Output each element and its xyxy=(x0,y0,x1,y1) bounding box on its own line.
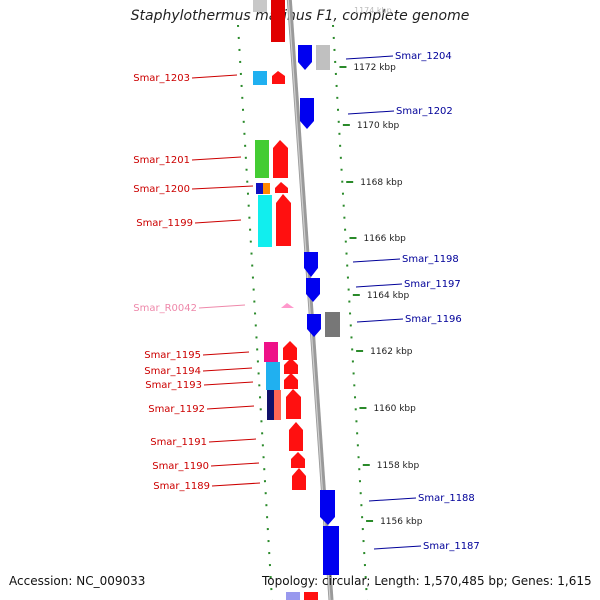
gene-label: Smar_1197 xyxy=(404,279,461,290)
gene-label: Smar_1189 xyxy=(153,481,210,492)
gene-label: Smar_1201 xyxy=(133,155,190,166)
gene-smar-1200-cog-a xyxy=(256,183,263,194)
gene-label: Smar_R0042 xyxy=(133,303,197,314)
gene-smar-1196 xyxy=(307,314,321,337)
map-title: Staphylothermus marinus F1, complete gen… xyxy=(130,8,470,24)
right-outer-dotted-guide xyxy=(332,24,368,600)
gene-label: Smar_1198 xyxy=(402,254,459,265)
gene-smar-1194-cog xyxy=(266,362,280,390)
gene-label: Smar_1203 xyxy=(133,73,190,84)
gene-bottom-clipped-red xyxy=(304,592,318,600)
gene-label: Smar_1192 xyxy=(148,404,205,415)
tick-label: 1166 kbp xyxy=(363,234,406,244)
gene-bottom-clipped-blue xyxy=(286,592,300,600)
label-leader-line xyxy=(198,304,246,309)
gene-label: Smar_1194 xyxy=(144,366,201,377)
label-leader-line xyxy=(191,74,238,79)
label-leader-line xyxy=(347,110,395,115)
label-leader-line xyxy=(373,545,422,550)
gene-label: Smar_1188 xyxy=(418,493,475,504)
gene-smar-1201-cog xyxy=(255,140,269,178)
left-outer-dotted-guide xyxy=(237,24,273,600)
label-leader-line xyxy=(191,185,254,190)
label-leader-line xyxy=(202,351,250,356)
gene-smar-1196-cog xyxy=(325,312,340,337)
label-leader-line xyxy=(368,497,417,502)
label-leader-line xyxy=(211,482,261,487)
gene-label: Smar_1193 xyxy=(145,380,202,391)
gene-smar-1189 xyxy=(292,468,306,490)
gene-label: Smar_1187 xyxy=(423,541,480,552)
tick-label: 1162 kbp xyxy=(370,347,413,357)
tick-layer: 1172 kbp 1170 kbp 1168 kbp 1166 kbp 1164 kbp… xyxy=(339,63,423,527)
gene-smar-1192 xyxy=(286,389,301,419)
gene-smar-1195 xyxy=(283,341,297,360)
gene-top-clipped-gray xyxy=(253,0,267,12)
tick-label: 1168 kbp xyxy=(360,178,403,188)
label-leader-line xyxy=(356,318,404,323)
label-leader-line xyxy=(352,258,401,263)
label-leader-line xyxy=(191,156,242,161)
tick-label: 1160 kbp xyxy=(373,404,416,414)
gene-label: Smar_1202 xyxy=(396,106,453,117)
gene-smar-1200-cog-b xyxy=(263,183,270,194)
gene-label: Smar_1204 xyxy=(395,51,452,62)
tick-label-top: 1174 kbp xyxy=(354,6,392,15)
gene-smar-1187 xyxy=(323,526,339,575)
gene-label: Smar_1196 xyxy=(405,314,462,325)
gene-smar-1198 xyxy=(304,252,318,277)
gene-label: Smar_1199 xyxy=(136,218,193,229)
gene-smar-1202 xyxy=(300,98,314,129)
gene-smar-1192-cog-b xyxy=(274,390,281,420)
tick-label: 1156 kbp xyxy=(380,517,423,527)
gene-smar-1204-cog xyxy=(316,45,330,70)
gene-smar-1203 xyxy=(272,71,285,84)
gene-smar-1190 xyxy=(291,452,305,468)
gene-smar-1192-cog-a xyxy=(267,390,274,420)
gene-smar-1199 xyxy=(276,194,291,246)
gene-smar-1194 xyxy=(284,358,298,374)
summary-text: Topology: circular; Length: 1,570,485 bp… xyxy=(262,574,592,588)
label-leader-line xyxy=(206,405,255,410)
label-leader-line xyxy=(202,367,253,372)
rna-smar-r0042 xyxy=(281,303,294,308)
gene-smar-1199-cog xyxy=(258,195,272,247)
label-leader-line xyxy=(194,219,242,224)
gene-label: Smar_1191 xyxy=(150,437,207,448)
gene-smar-1204 xyxy=(298,45,312,70)
tick-label: 1158 kbp xyxy=(377,461,420,471)
label-leader-line xyxy=(203,381,254,386)
gene-smar-1200 xyxy=(275,182,288,193)
gene-smar-1201 xyxy=(273,140,288,178)
gene-smar-1191 xyxy=(289,422,303,451)
gene-label: Smar_1195 xyxy=(144,350,201,361)
tick-label: 1170 kbp xyxy=(357,121,400,131)
gene-smar-1188 xyxy=(320,490,335,525)
gene-smar-1195-cog xyxy=(264,342,278,362)
gene-top-clipped-red xyxy=(271,0,285,42)
reverse-strand-genes xyxy=(286,45,340,600)
label-leader-line xyxy=(355,283,403,288)
label-leader-line xyxy=(345,55,394,60)
forward-strand-genes xyxy=(253,71,318,600)
gene-label: Smar_1190 xyxy=(152,461,209,472)
gene-label: Smar_1200 xyxy=(133,184,190,195)
tick-label: 1164 kbp xyxy=(367,291,410,301)
label-leader-line xyxy=(210,462,260,467)
tick-label: 1172 kbp xyxy=(353,63,396,73)
gene-smar-1193 xyxy=(284,373,298,389)
accession-text: Accession: NC_009033 xyxy=(9,574,146,588)
label-layer: Smar_1203 Smar_1201 Smar_1200 Smar_1199 Smar… xyxy=(133,51,480,552)
gene-smar-1197 xyxy=(306,278,320,302)
label-leader-line xyxy=(208,438,257,443)
gene-smar-1203-cog xyxy=(253,71,267,85)
